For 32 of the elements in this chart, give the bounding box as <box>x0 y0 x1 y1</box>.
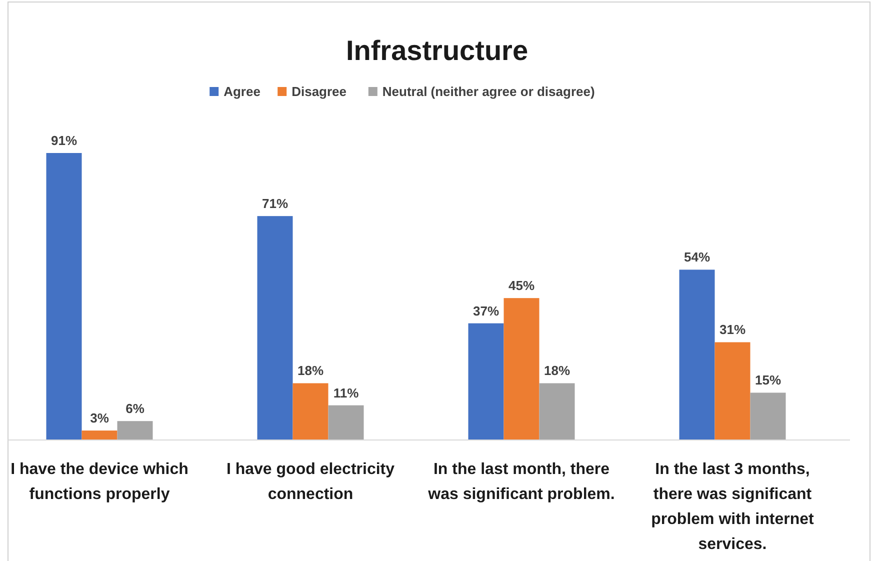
data-label: 71% <box>262 196 288 212</box>
data-label: 91% <box>50 133 78 148</box>
data-label: 54% <box>684 250 710 265</box>
bar <box>679 270 715 440</box>
x-tick-label: In the last month, there was significant problem. <box>427 461 615 503</box>
bar <box>468 323 504 440</box>
x-tick-label: In the last 3 months, there was significant problem with internet services. <box>651 461 815 553</box>
bar <box>504 298 540 440</box>
x-tick-label: I have good electricity connection <box>226 461 395 503</box>
bar <box>257 216 293 440</box>
legend-label: Agree <box>224 84 260 99</box>
bar <box>750 392 786 440</box>
data-label: 45% <box>508 278 535 294</box>
bar <box>46 153 82 440</box>
data-label: 6% <box>126 401 145 416</box>
legend-label: Disagree <box>292 84 347 99</box>
data-label: 18% <box>297 363 324 378</box>
x-tick-label: I have the device which functions properly <box>10 461 188 503</box>
data-label: 3% <box>90 410 110 426</box>
data-label: 11% <box>333 385 360 400</box>
chart-title: Infrastructure <box>346 35 528 66</box>
data-label: 15% <box>754 372 782 388</box>
data-label: 31% <box>719 322 746 338</box>
legend-label: Neutral (neither agree or disagree) <box>382 84 595 99</box>
data-label: 18% <box>544 363 570 378</box>
bar <box>82 430 118 440</box>
data-label: 37% <box>472 303 500 318</box>
bar <box>117 421 153 440</box>
bar <box>292 383 328 440</box>
bar <box>539 383 575 440</box>
bar <box>714 342 750 440</box>
bar <box>328 405 364 440</box>
